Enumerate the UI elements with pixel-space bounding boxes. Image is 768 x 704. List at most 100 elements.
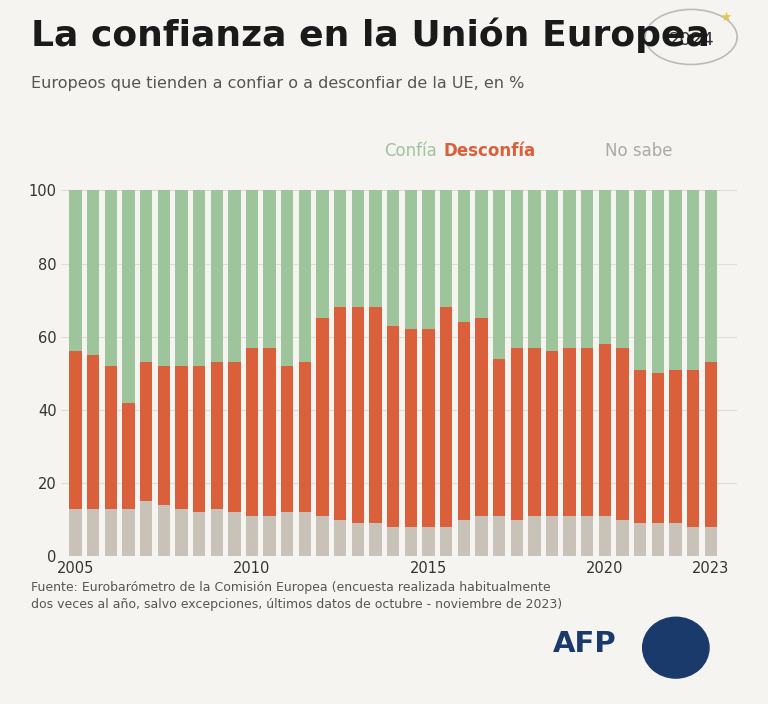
Bar xyxy=(122,190,134,403)
Bar xyxy=(140,501,152,556)
Bar xyxy=(546,516,558,556)
Bar xyxy=(617,348,629,520)
Bar xyxy=(210,508,223,556)
Bar xyxy=(263,190,276,348)
Bar xyxy=(210,190,223,363)
Bar xyxy=(670,370,682,523)
Text: Confía: Confía xyxy=(384,142,436,161)
Bar xyxy=(528,190,541,348)
Bar xyxy=(405,527,417,556)
Bar xyxy=(546,351,558,516)
Bar xyxy=(405,190,417,329)
Bar xyxy=(175,190,187,366)
Bar xyxy=(157,366,170,505)
Bar xyxy=(422,527,435,556)
Bar xyxy=(440,527,452,556)
Bar xyxy=(369,190,382,308)
Bar xyxy=(599,344,611,516)
Bar xyxy=(511,348,523,520)
Bar xyxy=(405,329,417,527)
Bar xyxy=(175,508,187,556)
Bar xyxy=(246,190,258,348)
Bar xyxy=(652,523,664,556)
Bar xyxy=(87,190,99,355)
Text: Fuente: Eurobarómetro de la Comisión Europea (encuesta realizada habitualmente
d: Fuente: Eurobarómetro de la Comisión Eur… xyxy=(31,581,562,611)
Bar xyxy=(652,190,664,373)
Text: 2024: 2024 xyxy=(668,31,714,49)
Bar xyxy=(493,358,505,516)
Bar xyxy=(281,513,293,556)
Bar xyxy=(334,520,346,556)
Text: Europeos que tienden a confiar o a desconfiar de la UE, en %: Europeos que tienden a confiar o a desco… xyxy=(31,76,524,91)
Circle shape xyxy=(643,617,709,678)
Bar xyxy=(175,366,187,508)
Bar xyxy=(493,190,505,358)
Bar xyxy=(157,505,170,556)
Bar xyxy=(493,516,505,556)
Bar xyxy=(704,363,717,527)
Bar xyxy=(475,516,488,556)
Bar xyxy=(617,520,629,556)
Bar xyxy=(475,318,488,516)
Bar xyxy=(458,520,470,556)
Bar xyxy=(564,348,576,516)
Bar xyxy=(263,516,276,556)
Bar xyxy=(387,326,399,527)
Bar xyxy=(422,190,435,329)
Bar xyxy=(87,355,99,508)
Bar xyxy=(157,190,170,366)
Bar xyxy=(599,516,611,556)
Bar xyxy=(422,329,435,527)
Bar xyxy=(511,190,523,348)
Bar xyxy=(104,190,117,366)
Bar xyxy=(581,348,594,516)
Bar xyxy=(564,190,576,348)
Bar xyxy=(617,190,629,348)
Bar xyxy=(316,190,329,318)
Bar xyxy=(528,348,541,516)
Bar xyxy=(316,516,329,556)
Bar xyxy=(140,190,152,363)
Bar xyxy=(458,190,470,322)
Bar xyxy=(564,516,576,556)
Bar xyxy=(687,370,700,527)
Bar xyxy=(87,508,99,556)
Bar xyxy=(299,190,311,363)
Text: AFP: AFP xyxy=(553,630,617,658)
Bar xyxy=(546,190,558,351)
Bar xyxy=(69,508,81,556)
Bar xyxy=(281,366,293,513)
Bar xyxy=(122,508,134,556)
Bar xyxy=(246,516,258,556)
Bar xyxy=(352,523,364,556)
Text: Desconfía: Desconfía xyxy=(443,142,535,161)
Bar xyxy=(670,190,682,370)
Bar xyxy=(193,513,205,556)
Bar xyxy=(299,513,311,556)
Bar xyxy=(369,308,382,523)
Bar xyxy=(69,351,81,508)
Bar xyxy=(104,508,117,556)
Bar xyxy=(704,190,717,363)
Bar xyxy=(440,308,452,527)
Bar xyxy=(140,363,152,501)
Bar xyxy=(210,363,223,508)
Bar xyxy=(316,318,329,516)
Bar xyxy=(246,348,258,516)
Bar xyxy=(652,373,664,523)
Text: ★: ★ xyxy=(720,11,732,25)
Bar xyxy=(581,516,594,556)
Bar xyxy=(193,190,205,366)
Bar xyxy=(387,527,399,556)
Bar xyxy=(670,523,682,556)
Bar xyxy=(69,190,81,351)
Bar xyxy=(687,190,700,370)
Bar xyxy=(581,190,594,348)
Bar xyxy=(440,190,452,308)
Text: La confianza en la Unión Europea: La confianza en la Unión Europea xyxy=(31,18,710,53)
Text: No sabe: No sabe xyxy=(605,142,673,161)
Bar xyxy=(228,190,240,363)
Bar xyxy=(704,527,717,556)
Bar xyxy=(634,523,647,556)
Bar xyxy=(458,322,470,520)
